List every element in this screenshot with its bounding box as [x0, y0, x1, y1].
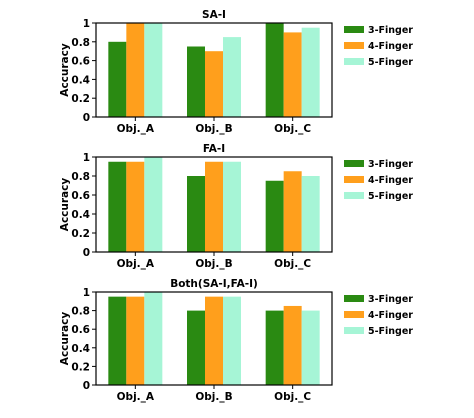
y-tick-label: 0.4	[71, 209, 90, 221]
bar-4-finger-obj_b	[205, 296, 223, 385]
legend-swatch	[344, 311, 364, 318]
chart-panel-3: Both(SA-I,FA-I) Accuracy 0 0.2 0.4 0.6 0.8 1 Obj…	[59, 278, 413, 403]
chart-title: FA-I	[203, 143, 225, 155]
y-tick-label: 0.4	[71, 343, 90, 355]
x-tick-label: Obj._B	[195, 258, 232, 270]
legend-swatch	[344, 176, 364, 183]
bar-3-finger-obj_b	[187, 46, 205, 117]
legend-swatch	[344, 26, 364, 33]
bar-5-finger-obj_a	[144, 157, 163, 252]
bar-4-finger-obj_b	[205, 161, 223, 252]
y-tick-label: 0	[83, 112, 90, 124]
bar-4-finger-obj_b	[205, 51, 223, 118]
legend-swatch	[344, 42, 364, 49]
x-tick-label: Obj._A	[117, 123, 155, 135]
y-tick-label: 0.6	[71, 190, 90, 202]
x-tick-label: Obj._A	[117, 391, 155, 403]
legend-label: 3-Finger	[368, 294, 413, 305]
legend-label: 4-Finger	[368, 310, 413, 321]
plot-frame	[95, 22, 333, 118]
bar-4-finger-obj_c	[283, 305, 302, 385]
bar-5-finger-obj_b	[223, 296, 241, 385]
legend: 3-Finger 4-Finger 5-Finger	[344, 159, 413, 202]
bar-3-finger-obj_c	[265, 23, 284, 117]
chart-panel-1: SA-I Accuracy 0 0.2 0.4 0.6 0.8 1 Obj._A Obj._B Ob…	[59, 9, 413, 135]
y-tick-label: 0.2	[71, 361, 90, 373]
y-tick-label: 0.2	[71, 228, 90, 240]
chart-title: Both(SA-I,FA-I)	[170, 278, 258, 290]
legend-label: 4-Finger	[368, 41, 413, 52]
plot-frame	[95, 156, 333, 253]
x-tick-label: Obj._C	[274, 123, 311, 135]
x-tick-label: Obj._A	[117, 258, 155, 270]
y-tick-label: 0.6	[71, 56, 90, 68]
bar-3-finger-obj_a	[108, 41, 127, 117]
legend-label: 3-Finger	[368, 25, 413, 36]
bar-5-finger-obj_b	[223, 161, 241, 252]
bar-5-finger-obj_c	[301, 27, 320, 118]
y-axis-label: Accuracy	[59, 312, 71, 366]
bar-5-finger-obj_b	[223, 37, 241, 117]
bar-3-finger-obj_c	[265, 310, 284, 385]
bar-4-finger-obj_c	[283, 171, 302, 252]
legend-label: 5-Finger	[368, 57, 413, 68]
plot-frame	[95, 291, 333, 386]
x-tick-label: Obj._C	[274, 391, 311, 403]
y-tick-label: 0.8	[71, 306, 90, 318]
y-tick-label: 0	[83, 380, 90, 392]
bar-4-finger-obj_a	[126, 296, 145, 385]
bar-4-finger-obj_c	[283, 32, 302, 117]
y-tick-label: 0	[83, 247, 90, 259]
legend: 3-Finger 4-Finger 5-Finger	[344, 25, 413, 68]
y-tick-label: 0.8	[71, 37, 90, 49]
chart-title: SA-I	[202, 9, 226, 21]
x-tick-label: Obj._C	[274, 258, 311, 270]
legend-swatch	[344, 192, 364, 199]
legend-swatch	[344, 327, 364, 334]
bar-5-finger-obj_c	[301, 176, 320, 252]
y-tick-label: 1	[83, 287, 90, 299]
legend-label: 5-Finger	[368, 191, 413, 202]
y-tick-label: 0.2	[71, 93, 90, 105]
legend-swatch	[344, 58, 364, 65]
y-tick-label: 1	[83, 18, 90, 30]
legend-label: 4-Finger	[368, 175, 413, 186]
y-tick-label: 0.4	[71, 74, 90, 86]
y-tick-label: 1	[83, 152, 90, 164]
x-tick-label: Obj._B	[195, 123, 232, 135]
chart-panel-2: FA-I Accuracy 0 0.2 0.4 0.6 0.8 1 Obj._A Obj._B Ob…	[59, 143, 413, 270]
bar-4-finger-obj_a	[126, 23, 145, 117]
y-tick-label: 0.6	[71, 324, 90, 336]
y-axis-label: Accuracy	[59, 178, 71, 232]
legend-swatch	[344, 160, 364, 167]
bar-3-finger-obj_a	[108, 296, 127, 385]
bar-3-finger-obj_a	[108, 161, 127, 252]
bar-3-finger-obj_b	[187, 176, 205, 252]
bar-5-finger-obj_c	[301, 310, 320, 385]
y-axis-label: Accuracy	[59, 43, 71, 97]
bar-3-finger-obj_c	[265, 180, 284, 252]
bar-5-finger-obj_a	[144, 23, 163, 117]
bar-3-finger-obj_b	[187, 310, 205, 385]
bar-5-finger-obj_a	[144, 292, 163, 385]
x-tick-label: Obj._B	[195, 391, 232, 403]
legend: 3-Finger 4-Finger 5-Finger	[344, 294, 413, 337]
legend-label: 5-Finger	[368, 326, 413, 337]
bar-4-finger-obj_a	[126, 161, 145, 252]
legend-label: 3-Finger	[368, 159, 413, 170]
legend-swatch	[344, 295, 364, 302]
y-tick-label: 0.8	[71, 171, 90, 183]
